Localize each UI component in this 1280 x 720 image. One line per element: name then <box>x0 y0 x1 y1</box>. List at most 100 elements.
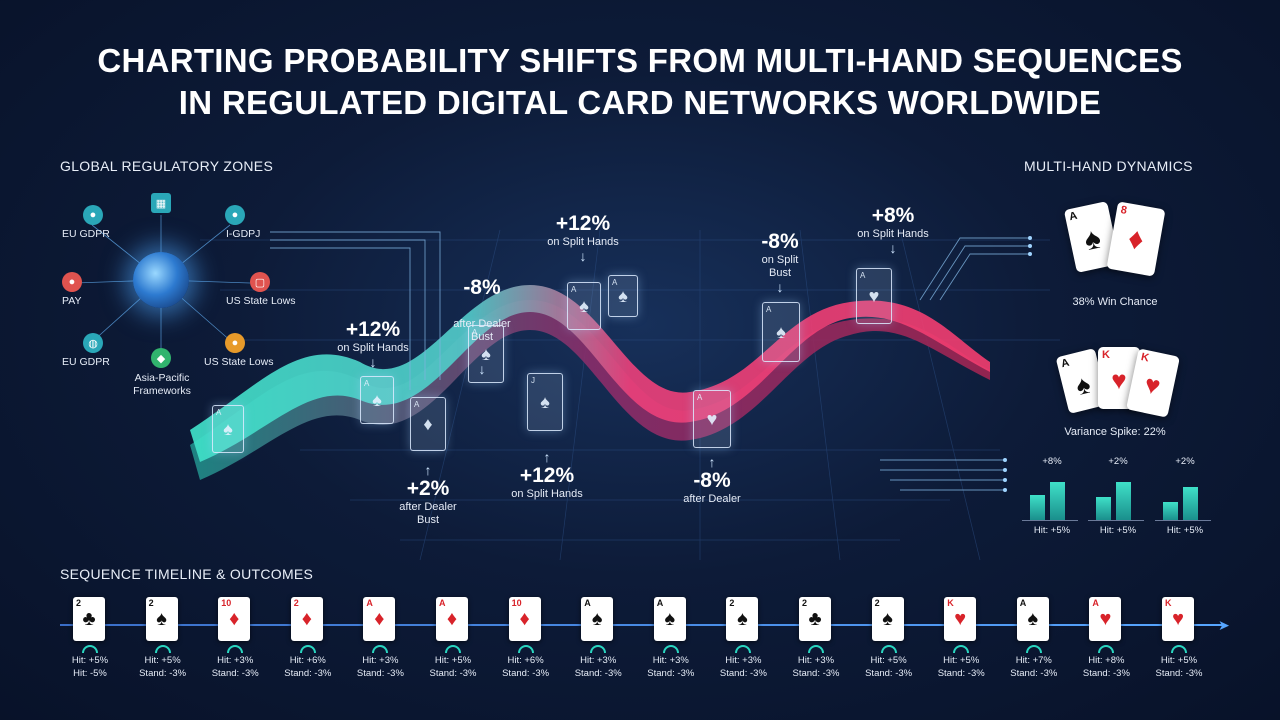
glass-card-10: A ♥ <box>856 268 892 324</box>
timeline-hit: Hit: +3% <box>217 655 254 666</box>
timeline-card: 2 ♣ <box>799 597 831 641</box>
zone-icon-1: ● <box>83 205 103 225</box>
timeline-stand: Stand: -3% <box>792 668 840 679</box>
timeline-stand: Stand: -3% <box>429 668 477 679</box>
gauge-icon <box>1025 645 1042 653</box>
timeline-card-rank: A <box>1092 598 1099 608</box>
timeline-card-suit: ♥ <box>1172 608 1184 630</box>
gauge-icon <box>880 645 897 653</box>
glass-card-8: A ♥ <box>693 390 731 448</box>
timeline-stand: Stand: -3% <box>574 668 622 679</box>
annotation-4-sub: after Dealer Bust <box>399 501 457 526</box>
group-icon: ● <box>231 209 239 221</box>
timeline-stand: Stand: -3% <box>356 668 404 679</box>
timeline-card: 10 ♦ <box>218 597 251 641</box>
annotation-4-pct: +2% <box>406 477 450 500</box>
timeline-line <box>60 624 1222 626</box>
annotation-5-sub: on Split Hands <box>511 488 583 500</box>
gauge-icon <box>662 645 679 653</box>
mini-bar-baseline <box>1022 520 1078 521</box>
timeline-card-suit: ♦ <box>519 608 530 630</box>
timeline-hit: Hit: +6% <box>289 655 326 666</box>
timeline-card-suit: ♦ <box>446 608 458 630</box>
timeline-card-rank: 2 <box>802 598 808 608</box>
dyn-card-5-suit: ♥ <box>1141 368 1164 402</box>
zones-heading: GLOBAL REGULATORY ZONES <box>60 158 274 174</box>
timeline-hit: Hit: +5% <box>71 655 109 666</box>
win-chance-label: 38% Win Chance <box>1072 296 1158 308</box>
zone-icon-badge: ● <box>225 333 245 353</box>
title-line-1: CHARTING PROBABILITY SHIFTS FROM MULTI-H… <box>97 42 1183 79</box>
arrow-up-icon: ↑ <box>543 449 551 465</box>
badge-icon: ● <box>231 337 239 349</box>
zone-label-us-state-1: US State Lows <box>226 295 296 307</box>
timeline-card-suit: ♦ <box>229 608 240 630</box>
timeline-stand: Stand: -3% <box>211 668 259 679</box>
mini-bar-bottom-label: Hit: +5% <box>1099 525 1137 536</box>
glass-card-3: A ♦ <box>410 397 446 451</box>
dyn-card-1-rank: A <box>1068 209 1079 224</box>
timeline-card: A ♦ <box>436 597 468 641</box>
zone-label-asia-pacific: Asia-Pacific Frameworks <box>133 372 191 397</box>
timeline-card-suit: ♠ <box>156 608 167 630</box>
annotation-2-sub: after Dealer Bust <box>453 318 511 343</box>
timeline-stand: Stand: -3% <box>865 668 913 679</box>
annotation-7-sub: on Split Hands <box>857 228 929 240</box>
mini-bar <box>1116 482 1131 520</box>
zone-icon-document: ▢ <box>250 272 270 292</box>
glass-card-2: A ♠ <box>360 376 394 424</box>
timeline-card-suit: ♥ <box>954 608 967 630</box>
timeline-stand: Stand: -3% <box>937 668 985 679</box>
gauge-icon <box>1098 645 1115 653</box>
annotation-6-pct: -8% <box>761 230 799 253</box>
annotation-8-sub: after Dealer <box>683 493 741 505</box>
annotation-8: ↑ -8% after Dealer <box>662 455 762 506</box>
gauge-icon <box>372 645 389 653</box>
annotation-8-pct: -8% <box>693 469 731 492</box>
zone-label-eu-gdpr: EU GDPR <box>62 228 110 240</box>
timeline-card: K ♥ <box>944 597 977 641</box>
timeline-stand: Stand: -3% <box>1010 668 1058 679</box>
annotation-3-pct: +12% <box>555 212 611 235</box>
mini-bar <box>1030 495 1045 520</box>
gauge-icon <box>299 645 316 653</box>
timeline-stand: Stand: -3% <box>284 668 332 679</box>
timeline-card-rank: A <box>656 598 664 608</box>
timeline-card: 2 ♣ <box>73 597 105 641</box>
gauge-icon <box>154 645 171 653</box>
annotation-5-pct: +12% <box>519 464 575 487</box>
timeline-card-rank: K <box>1165 598 1172 608</box>
timeline-card: 2 ♠ <box>726 597 759 641</box>
arrow-down-icon: ↓ <box>369 354 377 370</box>
timeline-card-rank: A <box>1019 598 1027 608</box>
gauge-icon <box>227 645 244 653</box>
timeline-hit: Hit: +3% <box>797 655 835 666</box>
arrow-up-icon: ↑ <box>708 454 716 470</box>
dyn-card-2-rank: 8 <box>1119 204 1128 217</box>
arrow-down-icon: ↓ <box>579 248 587 264</box>
zone-icon-shield: ◆ <box>151 348 171 368</box>
document-icon: ▢ <box>254 276 266 289</box>
annotation-1-pct: +12% <box>345 318 401 341</box>
zone-icon-people: ● <box>62 272 82 292</box>
timeline-hit: Hit: +3% <box>580 655 617 666</box>
timeline-hit: Hit: +7% <box>1015 655 1052 666</box>
mini-bar <box>1163 502 1178 520</box>
annotation-6-sub: on Split Bust <box>761 254 799 279</box>
timeline-card: A ♠ <box>581 597 614 641</box>
arrow-down-icon: ↓ <box>889 240 897 256</box>
arrow-up-icon: ↑ <box>424 462 432 478</box>
arrow-right-icon: ➤ <box>1218 617 1230 633</box>
mini-bar-bottom-label: Hit: +5% <box>1033 525 1071 536</box>
mini-bar-baseline <box>1155 520 1211 521</box>
timeline-card-rank: 2 <box>148 598 154 608</box>
timeline-card-suit: ♠ <box>1027 608 1039 630</box>
mini-bar <box>1096 497 1111 520</box>
timeline-hit: Hit: +5% <box>144 655 181 666</box>
dyn-card-2-suit: ♦ <box>1125 221 1147 258</box>
timeline-hit: Hit: +5% <box>870 655 907 666</box>
timeline-card: 2 ♠ <box>145 597 178 641</box>
person-icon: ● <box>89 209 97 221</box>
glass-card-9: A ♠ <box>762 302 800 362</box>
